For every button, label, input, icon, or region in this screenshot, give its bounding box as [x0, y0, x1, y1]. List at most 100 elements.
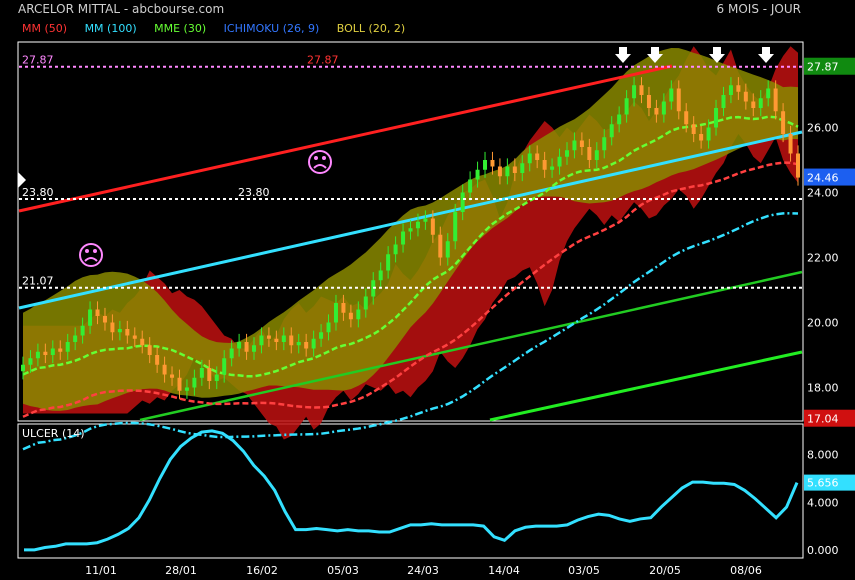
candle — [348, 312, 353, 320]
candle — [743, 91, 748, 102]
candle — [341, 303, 346, 313]
ulcer-y-tick-label: 8.000 — [807, 449, 839, 462]
candle — [140, 338, 145, 346]
candle — [646, 95, 651, 108]
candle — [117, 329, 122, 333]
candle — [520, 163, 525, 173]
sad-face-icon — [308, 150, 332, 174]
candle — [125, 329, 130, 336]
mm100-line — [22, 212, 799, 451]
trend-line-bottom — [489, 350, 803, 422]
down-arrow-icon — [709, 47, 725, 63]
candle — [80, 325, 85, 336]
candle — [475, 169, 480, 180]
candle — [445, 241, 450, 258]
candle — [714, 108, 719, 128]
x-tick-label: 08/06 — [730, 564, 762, 577]
x-tick-label: 16/02 — [246, 564, 278, 577]
candle — [564, 150, 569, 157]
candle — [483, 160, 488, 170]
legend-mm100: MM (100) — [84, 22, 137, 35]
candle — [147, 345, 152, 355]
ulcer-value-label: 5.656 — [807, 477, 839, 490]
legend-mme30: MME (30) — [154, 22, 207, 35]
y-tick-label: 20.00 — [807, 317, 839, 330]
candle — [587, 147, 592, 160]
candle — [363, 296, 368, 310]
legend-boll: BOLL (20, 2) — [336, 22, 406, 35]
candle — [684, 111, 689, 125]
candle — [736, 85, 741, 92]
trend-line-lower — [139, 270, 803, 422]
price-tag-label: 27.87 — [807, 61, 839, 74]
candle — [602, 137, 607, 151]
candle — [88, 309, 93, 326]
candle — [401, 231, 406, 245]
candle — [229, 348, 234, 359]
candle — [669, 88, 674, 102]
candle — [453, 212, 458, 242]
candle — [654, 108, 659, 115]
candle — [281, 335, 286, 342]
legend-ichimoku: ICHIMOKU (26, 9) — [223, 22, 320, 35]
price-tag — [804, 57, 855, 75]
candle — [73, 335, 78, 342]
candle — [408, 228, 413, 232]
candle — [512, 166, 517, 173]
candle — [721, 95, 726, 108]
x-tick-label: 05/03 — [327, 564, 359, 577]
level-label: 21.07 — [22, 275, 54, 288]
candle — [28, 358, 33, 365]
candle — [102, 316, 107, 323]
ulcer-y-tick-label: 0.000 — [807, 544, 839, 557]
candle — [415, 221, 420, 229]
candle — [237, 342, 242, 349]
candle — [550, 166, 555, 170]
left-marker-icon — [18, 172, 26, 188]
sad-face-icon — [79, 243, 103, 267]
candle — [386, 254, 391, 271]
indicator-legend: MM (50) MM (100) MME (30) ICHIMOKU (26, … — [22, 22, 419, 35]
candle — [542, 160, 547, 170]
ulcer-title: ULCER (14) — [22, 427, 85, 440]
candle — [65, 342, 70, 352]
x-tick-label: 11/01 — [85, 564, 117, 577]
down-arrow-icon — [758, 47, 774, 63]
candle — [170, 374, 175, 378]
candle — [460, 192, 465, 212]
candle — [43, 351, 48, 355]
candle — [773, 88, 778, 112]
candle — [162, 364, 167, 375]
candle — [222, 358, 227, 375]
candle — [192, 377, 197, 388]
mme30-line — [22, 115, 799, 378]
level-mid-label: 27.87 — [307, 54, 339, 67]
candle — [468, 179, 473, 193]
candle — [50, 348, 55, 355]
candle — [438, 234, 443, 258]
level-label: 23.80 — [22, 186, 54, 199]
candle — [110, 322, 115, 333]
candle — [423, 218, 428, 222]
candle — [609, 124, 614, 138]
candle — [311, 338, 316, 349]
candle — [691, 124, 696, 134]
candle — [766, 88, 771, 99]
candle — [58, 348, 63, 352]
candle — [184, 387, 189, 391]
y-tick-label: 26.00 — [807, 122, 839, 135]
candle — [706, 127, 711, 141]
legend-mm50: MM (50) — [22, 22, 68, 35]
candle — [579, 140, 584, 147]
candle — [319, 332, 324, 339]
candle — [699, 134, 704, 141]
period-label: 6 MOIS - JOUR — [716, 2, 801, 16]
candle — [356, 309, 361, 320]
down-arrow-icon — [647, 47, 663, 63]
candle — [490, 160, 495, 167]
candle — [393, 244, 398, 255]
candle — [751, 101, 756, 108]
x-tick-label: 24/03 — [407, 564, 439, 577]
price-tag-label: 17.04 — [807, 413, 839, 426]
